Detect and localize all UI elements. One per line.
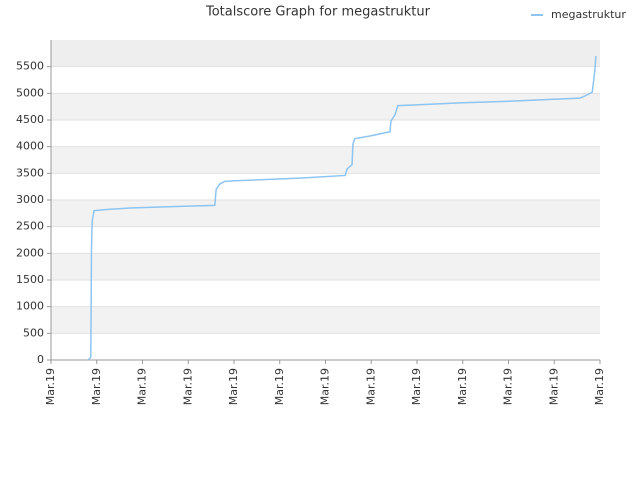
grid-band <box>51 280 600 307</box>
grid-band <box>51 93 600 120</box>
x-tick-label: Mar.19 <box>273 368 286 405</box>
x-tick-label: Mar.19 <box>90 368 103 405</box>
x-tick-label: Mar.19 <box>364 368 377 405</box>
y-tick-label: 3500 <box>16 166 44 179</box>
y-tick-label: 5500 <box>16 60 44 73</box>
y-tick-label: 2500 <box>16 220 44 233</box>
grid-band <box>51 120 600 147</box>
y-tick-label: 1000 <box>16 300 44 313</box>
x-tick-label: Mar.19 <box>44 368 57 405</box>
grid-band <box>51 146 600 174</box>
y-tick-label: 5000 <box>16 86 44 99</box>
x-tick-label: Mar.19 <box>319 368 332 405</box>
line <box>87 55 597 361</box>
grid-band <box>51 40 600 67</box>
x-tick-label: Mar.19 <box>456 368 469 405</box>
legend-label: megastruktur <box>551 8 626 21</box>
y-tick-label: 3000 <box>16 193 44 206</box>
y-tick-label: 0 <box>37 353 44 366</box>
x-tick-label: Mar.19 <box>547 368 560 405</box>
x-tick-label: Mar.19 <box>227 368 240 405</box>
x-tick-label: Mar.19 <box>181 368 194 405</box>
x-tick-label: Mar.19 <box>502 368 515 405</box>
x-tick-label: Mar.19 <box>593 368 606 405</box>
y-tick-label: 4000 <box>16 140 44 153</box>
grid-band <box>51 306 600 334</box>
chart-title: Totalscore Graph for megastruktur <box>205 5 431 20</box>
y-tick-label: 1500 <box>16 273 44 286</box>
grid-band <box>51 173 600 200</box>
grid-band <box>51 333 600 360</box>
grid-band <box>51 66 600 94</box>
grid-band <box>51 200 600 227</box>
y-tick-label: 500 <box>23 326 44 339</box>
grid-band <box>51 253 600 280</box>
x-tick-label: Mar.19 <box>410 368 423 405</box>
y-tick-label: 2000 <box>16 246 44 259</box>
grid-band <box>51 226 600 254</box>
x-tick-label: Mar.19 <box>136 368 149 405</box>
y-tick-label: 4500 <box>16 113 44 126</box>
